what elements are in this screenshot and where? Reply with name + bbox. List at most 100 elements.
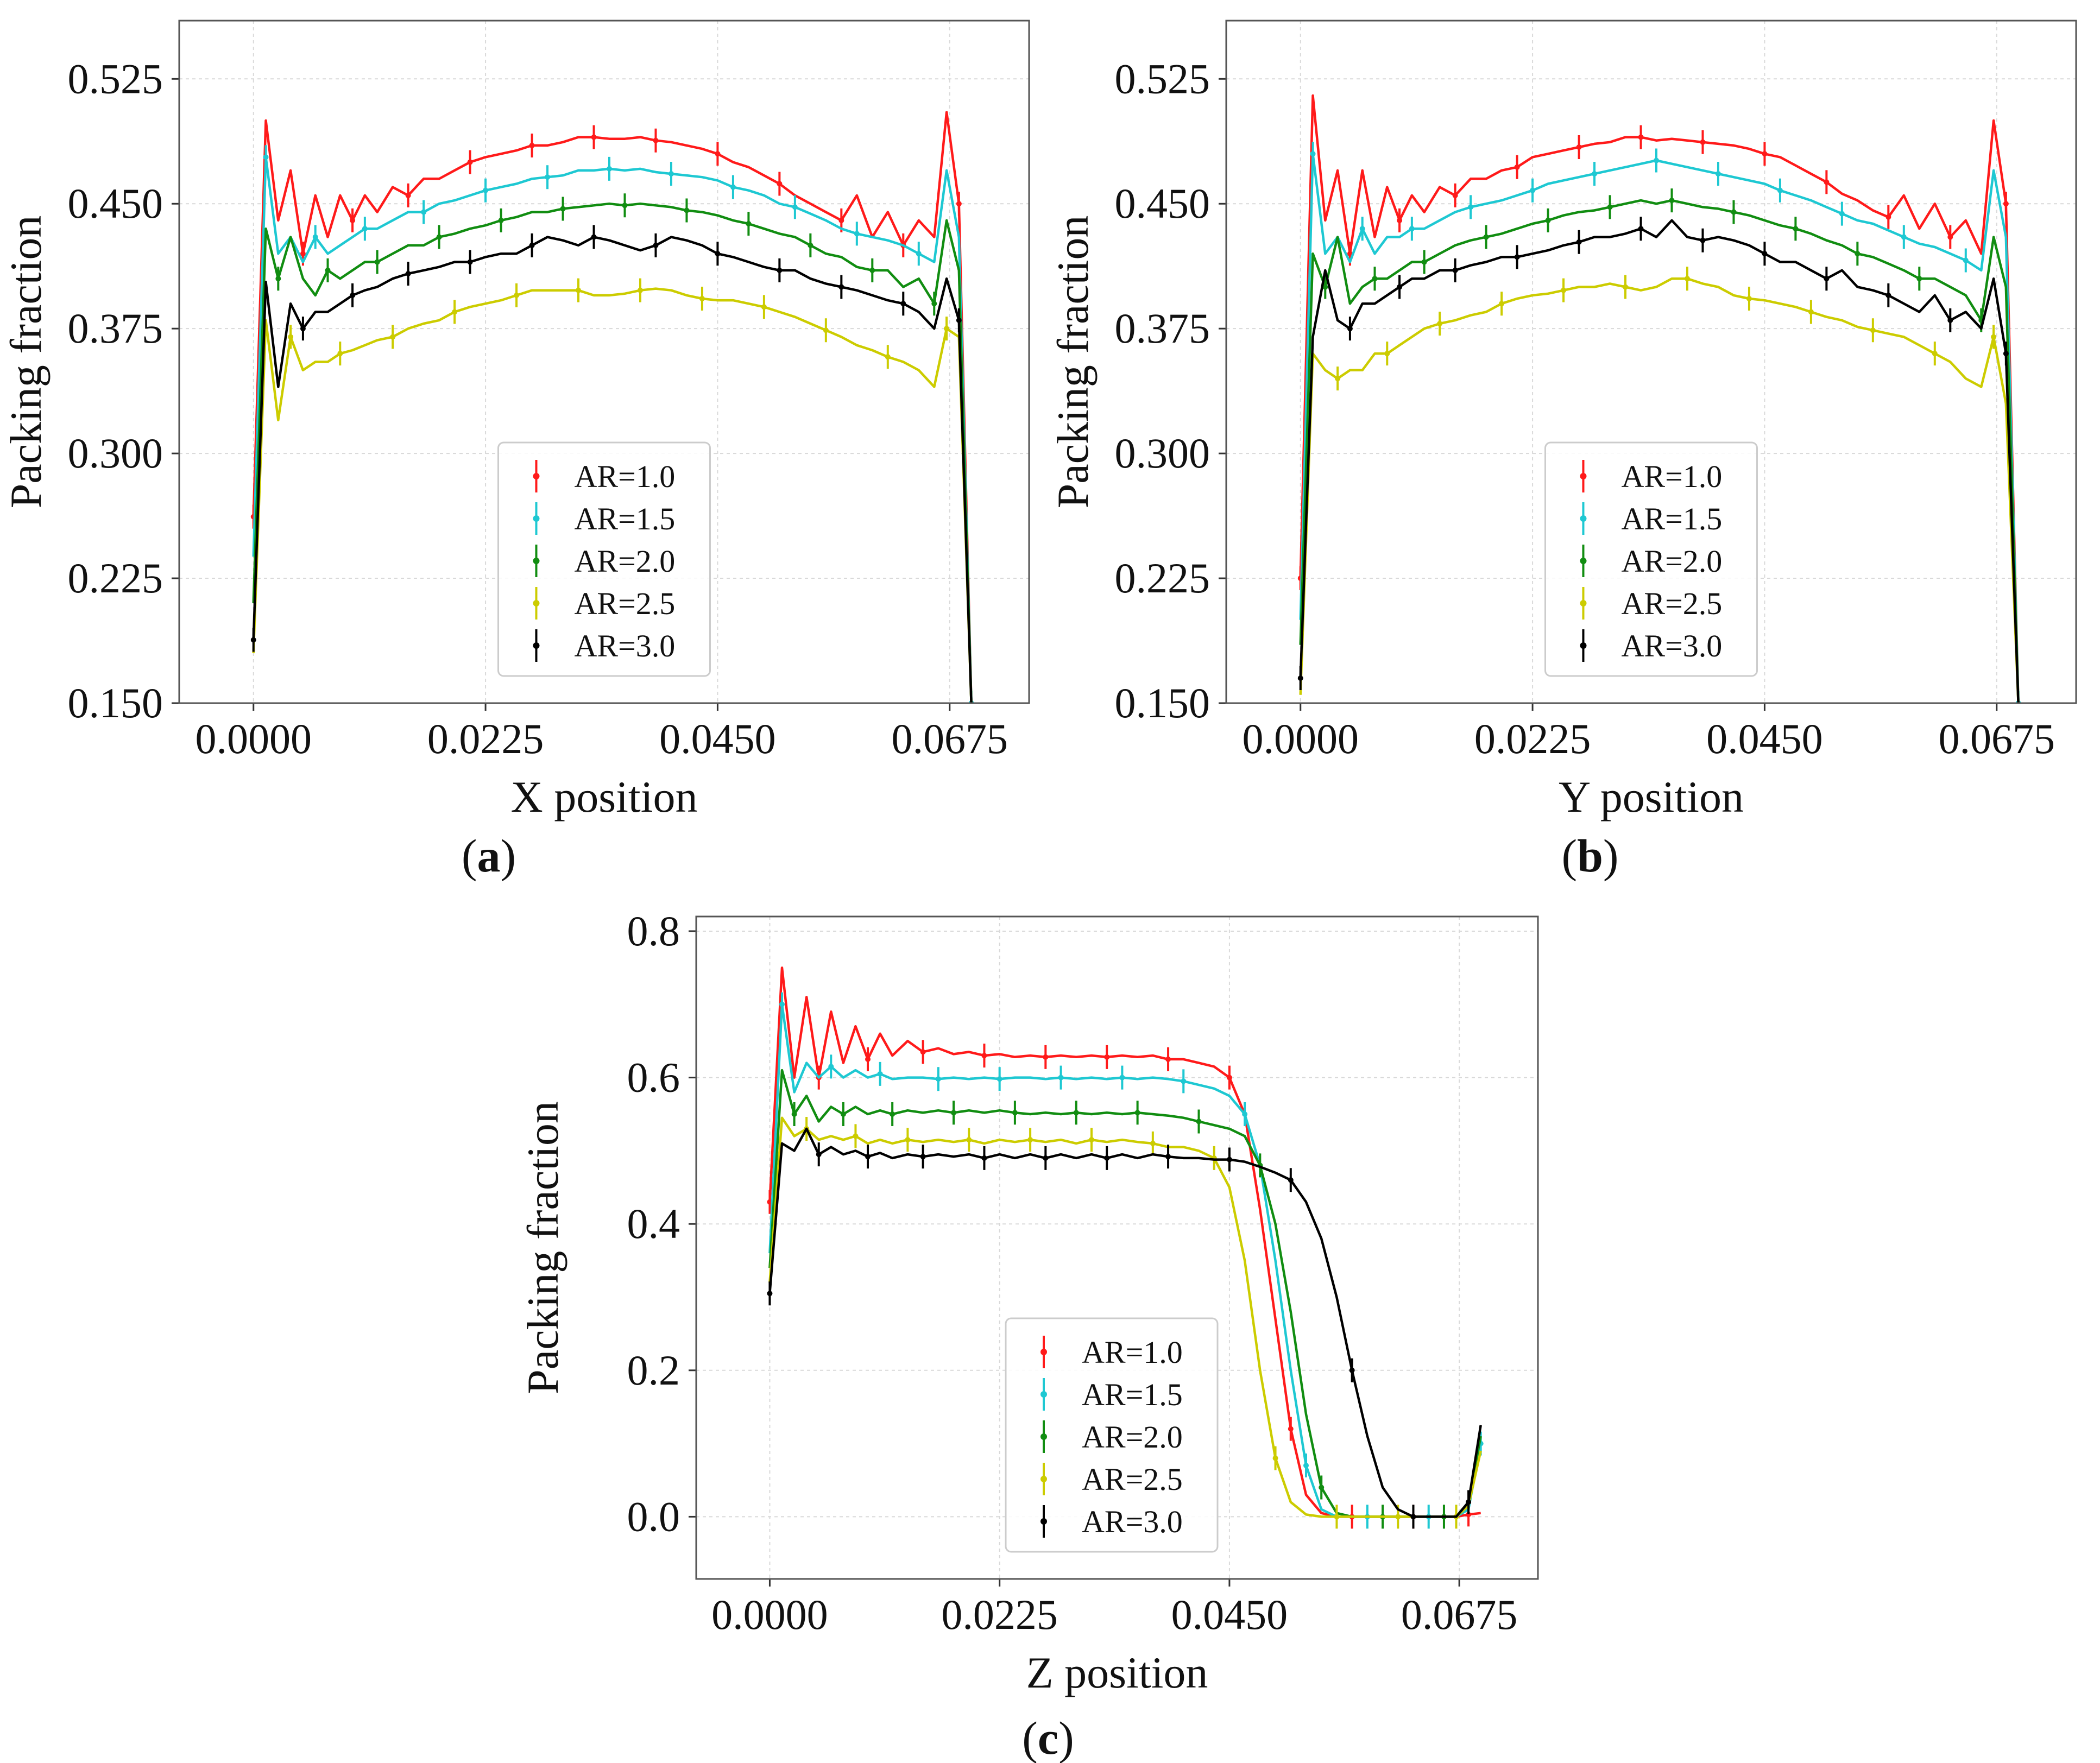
panel-label: (c): [1022, 1712, 1074, 1763]
data-point: [390, 334, 396, 340]
data-point: [916, 251, 922, 257]
data-point: [1824, 179, 1830, 185]
data-point: [467, 159, 473, 165]
data-point: [1466, 1512, 1472, 1518]
data-point: [300, 251, 306, 257]
x-tick-label: 0.0000: [1242, 715, 1359, 762]
data-point: [1012, 1110, 1018, 1116]
data-point: [1334, 1514, 1340, 1520]
data-point: [405, 192, 411, 198]
legend-entry: AR=3.0: [1082, 1504, 1183, 1539]
data-point: [591, 234, 597, 240]
data-point: [1150, 1140, 1156, 1146]
data-point: [900, 301, 906, 307]
data-point: [653, 137, 659, 143]
legend-marker-dot: [1040, 1391, 1047, 1398]
data-point: [997, 1076, 1002, 1082]
data-point: [622, 203, 628, 208]
data-point: [514, 292, 520, 298]
data-point: [1226, 1157, 1232, 1162]
data-point: [653, 242, 659, 248]
data-point: [1372, 276, 1378, 282]
data-point: [374, 259, 380, 265]
data-point: [1104, 1155, 1110, 1161]
data-point: [816, 1152, 822, 1158]
data-point: [545, 174, 551, 180]
x-tick-label: 0.0225: [1474, 715, 1591, 762]
x-axis-label: Z position: [1026, 1648, 1208, 1697]
series-line-AR=2.5: [1299, 277, 2020, 703]
y-axis-label: Packing fraction: [518, 1101, 567, 1394]
data-point: [467, 259, 473, 265]
y-tick-label: 0.4: [627, 1200, 680, 1247]
data-point: [1592, 171, 1598, 177]
data-point: [1963, 257, 1969, 263]
data-point: [1684, 276, 1690, 282]
data-point: [865, 1056, 871, 1062]
data-point: [1916, 276, 1922, 282]
data-point: [854, 231, 860, 237]
data-point: [1483, 234, 1489, 240]
data-point: [529, 242, 535, 248]
data-point: [1165, 1154, 1171, 1160]
data-point: [1793, 226, 1799, 232]
data-point: [1545, 217, 1551, 223]
data-point: [1397, 284, 1403, 290]
y-tick-label: 0.225: [1115, 554, 1210, 602]
data-point: [869, 267, 875, 273]
data-point: [337, 351, 343, 357]
data-point: [1196, 1119, 1202, 1124]
data-point: [250, 637, 256, 643]
series-line-AR=1.5: [1299, 153, 2020, 703]
series-line-AR=1.0: [252, 111, 973, 703]
data-point: [483, 187, 489, 193]
data-point: [1762, 151, 1768, 157]
x-tick-label: 0.0000: [195, 715, 312, 762]
y-tick-label: 0.375: [1115, 305, 1210, 352]
y-tick-label: 0.375: [68, 305, 163, 352]
data-point: [779, 1001, 785, 1007]
y-axis-label: Packing fraction: [1048, 216, 1098, 509]
legend-box: [1544, 441, 1758, 677]
data-point: [1242, 1111, 1248, 1117]
y-tick-label: 0.525: [1115, 55, 1210, 102]
data-point: [1119, 1075, 1125, 1080]
x-tick-label: 0.0675: [1939, 715, 2055, 762]
data-point: [576, 287, 582, 293]
data-point: [865, 1154, 871, 1160]
data-point: [838, 284, 844, 290]
series-line-AR=1.0: [1299, 94, 2020, 703]
data-point: [1499, 301, 1505, 307]
legend-entry: AR=2.0: [1622, 544, 1723, 579]
data-point: [1181, 1078, 1187, 1084]
data-point: [1514, 254, 1520, 260]
y-tick-label: 0.2: [627, 1347, 680, 1394]
data-point: [1297, 675, 1303, 681]
data-point: [1134, 1110, 1140, 1116]
data-point: [263, 154, 269, 160]
data-point: [951, 1110, 957, 1116]
data-point: [1561, 287, 1567, 293]
data-point: [885, 354, 891, 360]
axes-frame: [178, 20, 1030, 704]
y-tick-label: 0.300: [68, 429, 163, 477]
data-point: [1576, 144, 1582, 150]
legend-entry: AR=3.0: [575, 628, 676, 664]
x-tick-label: 0.0225: [941, 1591, 1058, 1638]
x-tick-label: 0.0000: [711, 1591, 828, 1638]
data-point: [606, 166, 612, 172]
data-point: [1855, 251, 1861, 257]
data-point: [1088, 1137, 1094, 1143]
y-tick-label: 0.8: [627, 907, 680, 955]
chart-panel-a: 0.0000 0.0225 0.0450 0.0675 0.150 0.225 0.300 0…: [1, 20, 1030, 822]
legend-marker-dot: [1040, 1433, 1047, 1440]
legend-marker-dot: [533, 473, 540, 479]
legend-entry: AR=2.5: [1082, 1462, 1183, 1497]
data-point: [1395, 1514, 1401, 1520]
chart-panel-b: 0.0000 0.0225 0.0450 0.0675 0.150 0.225 0.300 0…: [1048, 20, 2077, 822]
data-point: [1322, 284, 1328, 290]
data-point: [1947, 234, 1953, 240]
data-point: [1073, 1110, 1079, 1116]
series-line-AR=2.0: [252, 202, 973, 703]
chart-panel-c: 0.0000 0.0225 0.0450 0.0675 0.0 0.2 0.4 0.6 0.8 Z…: [518, 907, 1539, 1697]
